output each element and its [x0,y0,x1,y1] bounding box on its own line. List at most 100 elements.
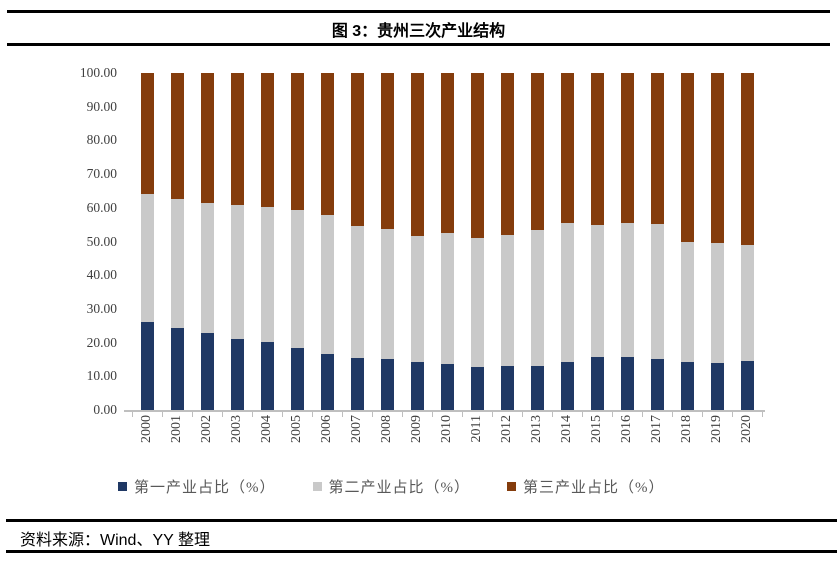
bar-segment-series1-2001 [170,328,184,410]
x-tick-mark [312,412,313,417]
bar-segment-series2-2018 [680,241,694,362]
bar-segment-series3-2006 [320,73,334,215]
bar-segment-series2-2015 [590,224,604,358]
x-tick-mark [702,412,703,417]
x-tick-mark [192,412,193,417]
bar-segment-series1-2013 [530,365,544,410]
bar-segment-series3-2009 [410,73,424,236]
bar-segment-series1-2018 [680,361,694,410]
x-tick-mark [612,412,613,417]
x-tick-label: 2007 [349,415,364,443]
source-note: 资料来源：Wind、YY 整理 [20,532,210,549]
x-tick-label: 2012 [499,415,514,443]
bar-segment-series1-2010 [440,363,454,410]
x-tick-mark [552,412,553,417]
x-tick-label: 2009 [409,415,424,443]
bar-segment-series3-2005 [290,73,304,210]
bar-segment-series1-2007 [350,357,364,410]
x-tick-mark [582,412,583,417]
x-tick-mark [462,412,463,417]
y-tick-label: 100.00 [79,65,117,80]
x-tick-label: 2004 [259,415,274,443]
y-tick-label: 80.00 [86,132,117,148]
bar-segment-series3-2011 [470,73,484,239]
x-tick-label: 2016 [619,415,634,443]
x-tick-label: 2002 [199,415,214,443]
bar-segment-series3-2002 [200,73,214,204]
legend-label: 第三产业占比（%） [523,480,665,496]
plot-area [124,73,765,412]
x-tick-label: 2011 [469,415,484,443]
bar-segment-series2-2000 [140,193,154,323]
x-tick-mark [762,412,763,417]
bar-segment-series3-2016 [620,73,634,224]
legend-item-2: 第二产业占比（%） [312,476,471,497]
x-tick-label: 2020 [739,415,754,443]
bar-segment-series3-2014 [560,73,574,224]
bar-segment-series3-2018 [680,73,694,242]
bar-segment-series2-2008 [380,228,394,360]
x-tick-label: 2018 [679,415,694,443]
y-tick-label: 60.00 [86,199,117,215]
x-tick-mark [402,412,403,417]
bar-segment-series1-2008 [380,359,394,410]
x-tick-mark [732,412,733,417]
bar-segment-series3-2010 [440,73,454,234]
bar-segment-series3-2007 [350,73,364,226]
bar-segment-series1-2014 [560,362,574,410]
legend-label: 第二产业占比（%） [328,480,470,496]
x-tick-label: 2005 [289,415,304,443]
bar-segment-series1-2015 [590,357,604,410]
bar-segment-series2-2003 [230,205,244,340]
bar-segment-series2-2001 [170,198,184,329]
bar-segment-series1-2003 [230,339,244,410]
bar-segment-series2-2013 [530,230,544,366]
bar-segment-series1-2017 [650,359,664,410]
figure-title: 图 3：贵州三次产业结构 [331,23,506,40]
bar-segment-series2-2017 [650,223,664,360]
bar-segment-series1-2004 [260,342,274,410]
bar-segment-series2-2005 [290,209,304,348]
bar-segment-series2-2012 [500,235,514,366]
x-tick-mark [522,412,523,417]
bar-segment-series2-2009 [410,235,424,363]
bar-segment-series3-2008 [380,73,394,229]
legend-item-3: 第三产业占比（%） [507,476,665,497]
bar-segment-series3-2001 [170,73,184,199]
bar-segment-series2-2011 [470,238,484,367]
x-tick-label: 2017 [649,415,664,443]
bar-segment-series2-2007 [350,225,364,358]
legend-item-1: 第一产业占比（%） [118,476,276,497]
bar-segment-series1-2011 [470,366,484,410]
x-tick-mark [132,412,133,417]
bar-segment-series1-2006 [320,354,334,410]
bar-segment-series2-2006 [320,214,334,355]
y-tick-label: 70.00 [86,166,117,182]
bar-segment-series3-2012 [500,73,514,236]
bar-segment-series2-2002 [200,203,214,334]
x-tick-label: 2000 [139,415,154,443]
bar-segment-series2-2019 [710,242,724,364]
bar-segment-series2-2020 [740,244,754,362]
bar-segment-series1-2002 [200,333,214,410]
legend-label: 第一产业占比（%） [134,480,276,496]
x-tick-label: 2013 [529,415,544,443]
chart-legend: 第一产业占比（%） 第二产业占比（%） 第三产业占比（%） [118,476,665,497]
y-tick-label: 10.00 [86,368,117,384]
bar-segment-series1-2000 [140,322,154,410]
legend-swatch-icon [312,482,322,491]
bar-segment-series1-2005 [290,347,304,410]
header-top-rule [7,10,830,13]
x-tick-label: 2019 [709,415,724,443]
header-bottom-rule [7,43,830,46]
x-tick-mark [282,412,283,417]
footer-bottom-rule [6,550,837,553]
bar-segment-series2-2014 [560,223,574,363]
y-tick-label: 40.00 [86,267,117,283]
bar-segment-series1-2020 [740,361,754,410]
x-tick-mark [342,412,343,417]
bar-segment-series3-2019 [710,73,724,243]
x-tick-mark [162,412,163,417]
bar-segment-series3-2004 [260,73,274,208]
y-tick-label: 0.00 [93,402,117,417]
